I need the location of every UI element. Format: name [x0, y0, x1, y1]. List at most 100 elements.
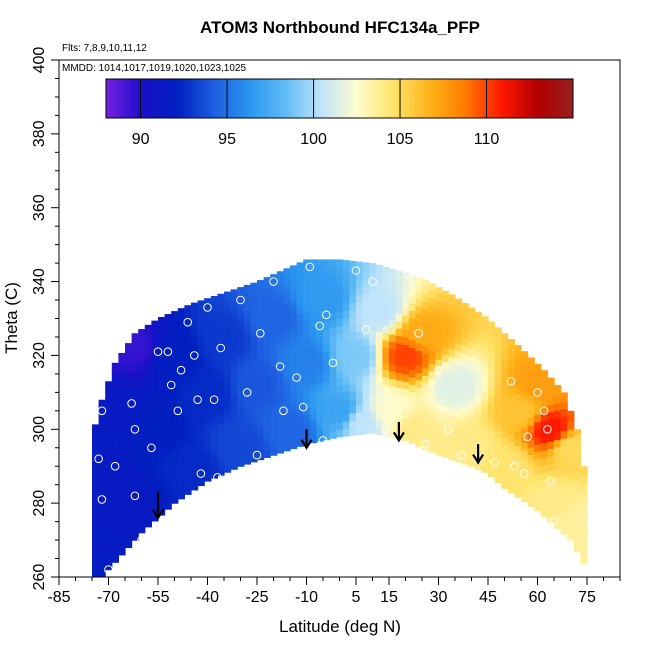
heatmap-cell [257, 304, 265, 313]
heatmap-cell [217, 371, 225, 380]
heatmap-cell [296, 262, 304, 270]
heatmap-cell [349, 324, 357, 333]
heatmap-cell [144, 401, 152, 410]
heatmap-cell [488, 469, 496, 478]
heatmap-cell [197, 300, 205, 309]
heatmap-cell [164, 324, 172, 333]
heatmap-cell [177, 454, 185, 463]
heatmap-cell [98, 429, 106, 438]
heatmap-cell [382, 384, 390, 393]
heatmap-cell [270, 366, 278, 375]
heatmap-cell [217, 342, 225, 351]
heatmap-cell [474, 358, 482, 367]
sample-point [315, 321, 325, 331]
heatmap-cell [408, 280, 416, 289]
heatmap-cell [342, 266, 350, 275]
heatmap-cell [204, 392, 212, 401]
heatmap-cell [309, 420, 317, 429]
heatmap-cell [481, 420, 489, 429]
heatmap-cell [184, 398, 192, 407]
heatmap-cell [303, 340, 311, 349]
heatmap-cell [435, 388, 443, 397]
heatmap-cell [428, 363, 436, 372]
heatmap-cell [501, 377, 509, 386]
colorbar-swatch [460, 79, 465, 118]
heatmap-cell [573, 529, 581, 538]
heatmap-cell [336, 384, 344, 393]
heatmap-cell [336, 399, 344, 408]
heatmap-cell [125, 348, 133, 357]
heatmap-cell [521, 368, 529, 377]
colorbar-swatch [362, 79, 368, 118]
heatmap-cell [415, 328, 423, 337]
heatmap-cell [191, 445, 199, 454]
heatmap-cell [448, 385, 456, 394]
heatmap-cell [111, 436, 119, 445]
heatmap-cell [158, 426, 166, 435]
heatmap-cell [217, 364, 225, 373]
heatmap-cell [151, 417, 159, 426]
heatmap-cell [329, 305, 337, 314]
heatmap-cell [257, 348, 265, 357]
heatmap-cell [138, 458, 146, 467]
heatmap-cell [501, 436, 509, 445]
colorbar-swatch [106, 79, 111, 118]
heatmap-cell [118, 503, 126, 512]
heatmap-cell [257, 280, 265, 283]
heatmap-cell [494, 386, 502, 395]
heatmap-field [92, 259, 588, 577]
heatmap-cell [408, 413, 416, 422]
heatmap-cell [362, 262, 370, 265]
heatmap-cell [389, 385, 397, 394]
heatmap-cell [204, 318, 212, 327]
heatmap-cell [204, 421, 212, 430]
x-tick-label: -40 [196, 589, 219, 606]
heatmap-cell [329, 259, 337, 262]
heatmap-cell [494, 364, 502, 373]
heatmap-cell [580, 526, 588, 535]
heatmap-cell [131, 348, 139, 357]
heatmap-cell [290, 315, 298, 324]
heatmap-cell [171, 399, 179, 408]
heatmap-cell [329, 319, 337, 328]
heatmap-cell [224, 427, 232, 436]
colorbar-swatch [386, 79, 391, 118]
heatmap-cell [111, 362, 119, 371]
heatmap-cell [342, 354, 350, 363]
heatmap-cell [375, 316, 383, 325]
heatmap-cell [448, 393, 456, 402]
heatmap-cell [243, 449, 251, 458]
heatmap-cell [362, 315, 370, 324]
heatmap-cell [217, 319, 225, 328]
heatmap-cell [243, 404, 251, 413]
colorbar-swatch [257, 79, 263, 118]
heatmap-cell [554, 461, 562, 470]
heatmap-cell [144, 489, 152, 498]
colorbar-swatch [246, 79, 251, 118]
heatmap-cell [514, 475, 522, 484]
heatmap-cell [329, 334, 337, 343]
heatmap-cell [448, 348, 456, 357]
heatmap-cell [230, 289, 238, 293]
heatmap-cell [468, 384, 476, 393]
y-tick-label: 380 [31, 120, 48, 147]
heatmap-cell [323, 395, 331, 404]
heatmap-cell [270, 274, 278, 279]
heatmap-cell [243, 353, 251, 362]
heatmap-cell [263, 427, 271, 436]
heatmap-cell [415, 372, 423, 381]
heatmap-cell [356, 316, 364, 325]
heatmap-cell [356, 345, 364, 354]
heatmap-cell [342, 288, 350, 297]
heatmap-cell [428, 437, 436, 446]
colorbar-swatch [421, 79, 426, 118]
heatmap-cell [257, 282, 265, 291]
heatmap-cell [488, 365, 496, 374]
heatmap-cell [131, 340, 139, 349]
heatmap-cell [177, 476, 185, 485]
heatmap-cell [507, 339, 515, 346]
sample-point [523, 432, 532, 442]
heatmap-cell [342, 310, 350, 319]
heatmap-cell [554, 424, 562, 433]
